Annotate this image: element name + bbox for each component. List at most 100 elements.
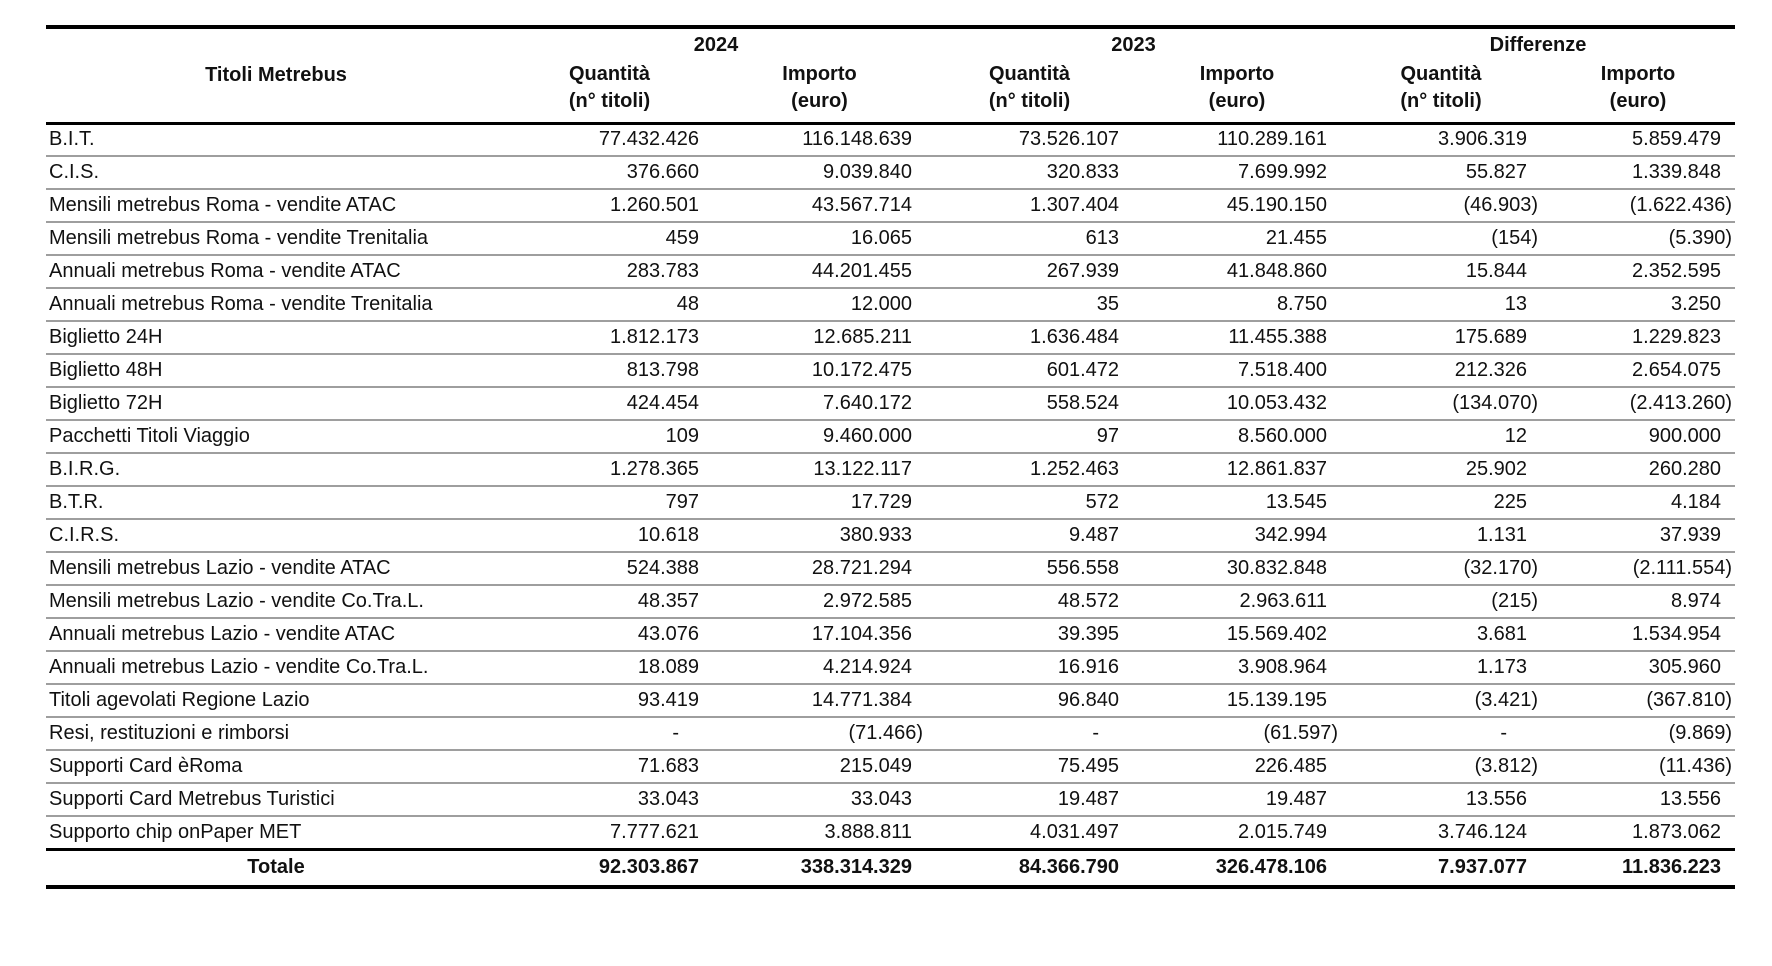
cell-value: 11.455.388 bbox=[1228, 326, 1327, 348]
cell-value: 9.460.000 bbox=[823, 425, 912, 447]
cell-value: 10.172.475 bbox=[811, 359, 912, 381]
cell-value: 1.307.404 bbox=[1030, 194, 1119, 216]
cell-value: (1.622.436) bbox=[1629, 194, 1733, 216]
col-header-line1: Importo bbox=[782, 63, 857, 86]
cell-value: 1.534.954 bbox=[1632, 623, 1722, 645]
cell-value: 35 bbox=[1096, 293, 1119, 315]
row-label: Mensili metrebus Roma - vendite ATAC bbox=[49, 194, 397, 216]
row-label: Annuali metrebus Roma - vendite ATAC bbox=[49, 260, 401, 282]
cell-value: 16.065 bbox=[850, 227, 912, 249]
row-label: Annuali metrebus Roma - vendite Trenital… bbox=[49, 293, 433, 315]
table-row: Biglietto 72H 424.454 7.640.172 558.524 … bbox=[46, 387, 1736, 420]
year-group-2023: 2023 bbox=[1111, 33, 1156, 56]
cell-value: 3.681 bbox=[1476, 623, 1527, 645]
table-row: Pacchetti Titoli Viaggio 109 9.460.000 9… bbox=[46, 420, 1736, 453]
total-value: 92.303.867 bbox=[598, 856, 699, 879]
col-header-line1: Quantità bbox=[1400, 63, 1482, 86]
cell-value: 900.000 bbox=[1648, 425, 1722, 447]
col-header-line2: (euro) bbox=[1609, 90, 1667, 113]
cell-value: 41.848.860 bbox=[1226, 260, 1327, 282]
cell-value: 8.560.000 bbox=[1238, 425, 1327, 447]
col-header-importo-2024: Importo (euro) bbox=[713, 61, 926, 125]
total-row: Totale 92.303.867 338.314.329 84.366.790… bbox=[46, 849, 1736, 887]
cell-value: 1.260.501 bbox=[610, 194, 699, 216]
table-row: Annuali metrebus Roma - vendite ATAC 283… bbox=[46, 255, 1736, 288]
cell-value: 797 bbox=[665, 491, 699, 513]
cell-value: 15.139.195 bbox=[1226, 689, 1327, 711]
table-body: B.I.T. 77.432.426 116.148.639 73.526.107… bbox=[46, 123, 1736, 849]
total-value: 84.366.790 bbox=[1018, 856, 1119, 879]
cell-value: 30.832.848 bbox=[1226, 557, 1327, 579]
cell-value: 267.939 bbox=[1046, 260, 1119, 282]
cell-value: 73.526.107 bbox=[1018, 128, 1119, 151]
row-label: Mensili metrebus Lazio - vendite ATAC bbox=[49, 557, 391, 579]
row-label: Supporti Card èRoma bbox=[49, 755, 243, 777]
cell-value: 1.252.463 bbox=[1030, 458, 1119, 480]
cell-value: (71.466) bbox=[848, 722, 924, 744]
cell-value: 33.043 bbox=[637, 788, 699, 810]
cell-value: 45.190.150 bbox=[1226, 194, 1327, 216]
row-label: Annuali metrebus Lazio - vendite Co.Tra.… bbox=[49, 656, 429, 678]
row-label: B.I.R.G. bbox=[49, 458, 121, 480]
cell-value: 7.518.400 bbox=[1238, 359, 1327, 381]
cell-value: 572 bbox=[1085, 491, 1119, 513]
cell-value: 1.812.173 bbox=[610, 326, 699, 348]
cell-value: 17.729 bbox=[850, 491, 912, 513]
row-label: Supporto chip onPaper MET bbox=[49, 820, 302, 843]
cell-value: 48.357 bbox=[637, 590, 699, 612]
row-label: B.I.T. bbox=[49, 128, 95, 151]
cell-value: (32.170) bbox=[1463, 557, 1539, 579]
col-header-line2: (n° titoli) bbox=[1400, 90, 1482, 113]
table-row: C.I.S. 376.660 9.039.840 320.833 7.699.9… bbox=[46, 156, 1736, 189]
row-label: Supporti Card Metrebus Turistici bbox=[49, 788, 335, 810]
cell-value: (3.421) bbox=[1474, 689, 1538, 711]
total-label: Totale bbox=[247, 856, 305, 879]
total-value: 11.836.223 bbox=[1622, 856, 1722, 879]
cell-value: 2.352.595 bbox=[1632, 260, 1722, 282]
cell-value: 9.487 bbox=[1068, 524, 1119, 546]
cell-value: 380.933 bbox=[839, 524, 912, 546]
cell-value: 1.173 bbox=[1476, 656, 1527, 678]
table-row: Annuali metrebus Roma - vendite Trenital… bbox=[46, 288, 1736, 321]
table-row: C.I.R.S. 10.618 380.933 9.487 342.994 1.… bbox=[46, 519, 1736, 552]
year-group-2024: 2024 bbox=[693, 33, 739, 56]
cell-value: 12.685.211 bbox=[813, 326, 912, 348]
cell-value: 37.939 bbox=[1659, 524, 1722, 546]
cell-value: 305.960 bbox=[1648, 656, 1722, 678]
cell-value: 10.053.432 bbox=[1226, 392, 1327, 414]
cell-value: 2.963.611 bbox=[1239, 590, 1328, 612]
table-row: B.T.R. 797 17.729 572 13.545 225 4.184 bbox=[46, 486, 1736, 519]
row-label: Biglietto 72H bbox=[49, 392, 163, 414]
metrebus-sales-table: Titoli Metrebus 2024 2023 Differenze Qua… bbox=[46, 25, 1736, 889]
total-value: 326.478.106 bbox=[1215, 856, 1327, 879]
cell-value: 12.861.837 bbox=[1226, 458, 1327, 480]
col-header-line2: (euro) bbox=[791, 90, 848, 113]
cell-value: 601.472 bbox=[1046, 359, 1119, 381]
cell-value: 48.572 bbox=[1057, 590, 1119, 612]
table-row: Supporti Card èRoma 71.683 215.049 75.49… bbox=[46, 750, 1736, 783]
cell-value: 8.974 bbox=[1670, 590, 1722, 612]
cell-value: 15.844 bbox=[1465, 260, 1527, 282]
col-header-line2: (n° titoli) bbox=[988, 90, 1071, 113]
row-group-header-titoli-metrebus: Titoli Metrebus bbox=[46, 27, 506, 125]
cell-value: 260.280 bbox=[1648, 458, 1722, 480]
cell-value: 5.859.479 bbox=[1632, 128, 1722, 151]
cell-value: 3.906.319 bbox=[1438, 128, 1527, 151]
cell-value: 13.122.117 bbox=[813, 458, 912, 480]
cell-value: 215.049 bbox=[839, 755, 912, 777]
col-header-line2: (euro) bbox=[1208, 90, 1266, 113]
cell-value: (134.070) bbox=[1452, 392, 1538, 414]
table-row: Mensili metrebus Lazio - vendite ATAC 52… bbox=[46, 552, 1736, 585]
cell-value: 2.972.585 bbox=[823, 590, 912, 612]
cell-value: 21.455 bbox=[1265, 227, 1327, 249]
table-row: Supporto chip onPaper MET 7.777.621 3.88… bbox=[46, 816, 1735, 849]
cell-value: 19.487 bbox=[1057, 788, 1119, 810]
cell-value: 1.339.848 bbox=[1632, 161, 1722, 183]
cell-value: 10.618 bbox=[637, 524, 699, 546]
cell-value: 14.771.384 bbox=[811, 689, 912, 711]
cell-value: 226.485 bbox=[1254, 755, 1327, 777]
total-value: 338.314.329 bbox=[800, 856, 912, 879]
cell-value: 43.076 bbox=[637, 623, 699, 645]
table-row: Supporti Card Metrebus Turistici 33.043 … bbox=[46, 783, 1736, 816]
cell-value: 1.131 bbox=[1476, 524, 1527, 546]
